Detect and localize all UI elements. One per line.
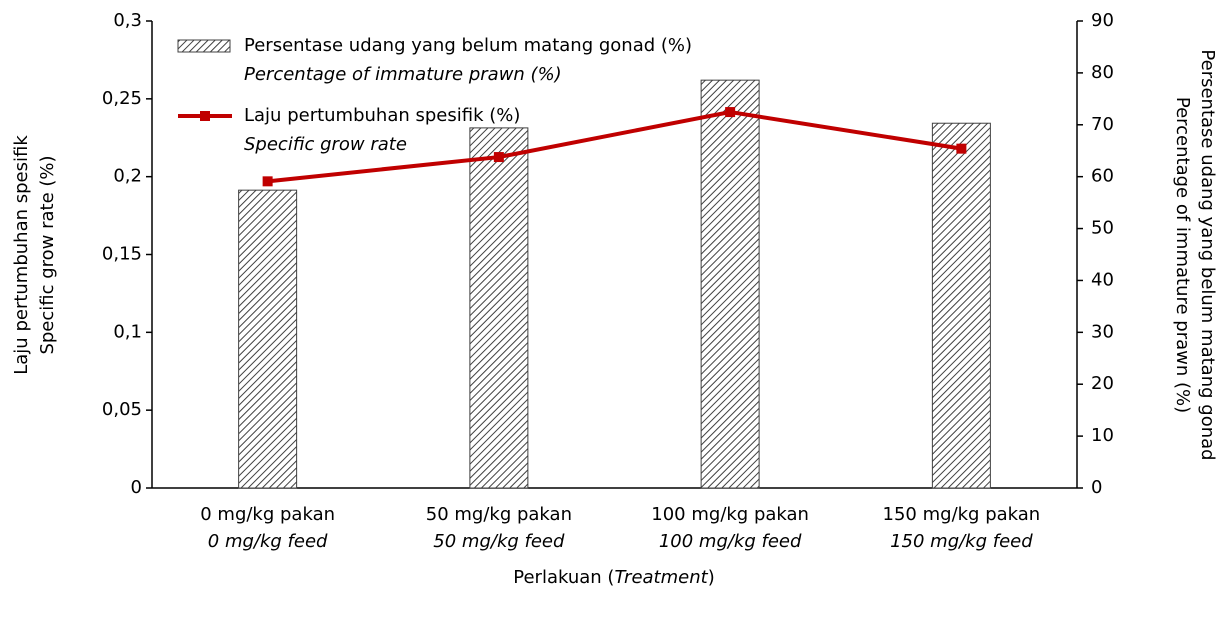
x-tick-label: 100 mg/kg feed xyxy=(659,531,802,552)
y2-tick-label: 80 xyxy=(1091,62,1114,83)
bar xyxy=(469,127,529,489)
y2-tick-label: 10 xyxy=(1091,425,1114,446)
marker xyxy=(262,176,273,187)
legend-label: Laju pertumbuhan spesifik (%) xyxy=(244,105,520,126)
x-tick-label: 0 mg/kg feed xyxy=(208,531,328,552)
x-tick-label: 100 mg/kg pakan xyxy=(651,504,809,525)
marker xyxy=(493,152,504,163)
y2-axis-title: Persentase udang yang belum matang gonad xyxy=(1197,49,1218,460)
y2-tick-label: 50 xyxy=(1091,218,1114,239)
y2-tick-label: 0 xyxy=(1091,477,1102,498)
y2-tick-label: 30 xyxy=(1091,321,1114,342)
y-tick-label: 0,2 xyxy=(113,166,142,187)
y2-tick-label: 20 xyxy=(1091,373,1114,394)
legend-label: Specific grow rate xyxy=(244,134,407,155)
y2-axis-title: Percentage of immature prawn (%) xyxy=(1172,97,1193,413)
bar xyxy=(700,79,760,489)
y-axis-title: Laju pertumbuhan spesifik xyxy=(11,135,32,375)
x-tick-label: 50 mg/kg pakan xyxy=(426,504,572,525)
line xyxy=(267,110,962,184)
x-tick-label: 0 mg/kg pakan xyxy=(200,504,335,525)
x-tick-label: 150 mg/kg feed xyxy=(890,531,1033,552)
y-tick-label: 0,05 xyxy=(102,399,142,420)
x-tick-label: 150 mg/kg pakan xyxy=(883,504,1041,525)
y2-tick-label: 40 xyxy=(1091,269,1114,290)
legend-label: Percentage of immature prawn (%) xyxy=(244,64,562,85)
y-tick-label: 0 xyxy=(131,477,142,498)
bar xyxy=(238,189,298,489)
marker xyxy=(956,143,967,154)
x-tick-label: 50 mg/kg feed xyxy=(433,531,565,552)
y-tick-label: 0,25 xyxy=(102,88,142,109)
y2-tick-label: 70 xyxy=(1091,114,1114,135)
y-tick-label: 0,15 xyxy=(102,244,142,265)
legend-label: Persentase udang yang belum matang gonad… xyxy=(244,35,692,56)
y-tick-label: 0,3 xyxy=(113,10,142,31)
y-axis-title: Specific grow rate (%) xyxy=(37,155,58,354)
bar xyxy=(931,122,991,489)
x-axis-title-part: Perlakuan ( xyxy=(513,567,614,588)
legend-swatch xyxy=(200,111,210,121)
legend-swatch xyxy=(177,39,231,53)
x-axis-title-part: Treatment xyxy=(614,567,708,588)
x-axis-title: Perlakuan (Treatment) xyxy=(513,567,714,588)
y-tick-label: 0,1 xyxy=(113,321,142,342)
x-axis-title-part: ) xyxy=(708,567,715,588)
marker xyxy=(725,107,736,118)
y2-tick-label: 60 xyxy=(1091,166,1114,187)
y2-tick-label: 90 xyxy=(1091,10,1114,31)
